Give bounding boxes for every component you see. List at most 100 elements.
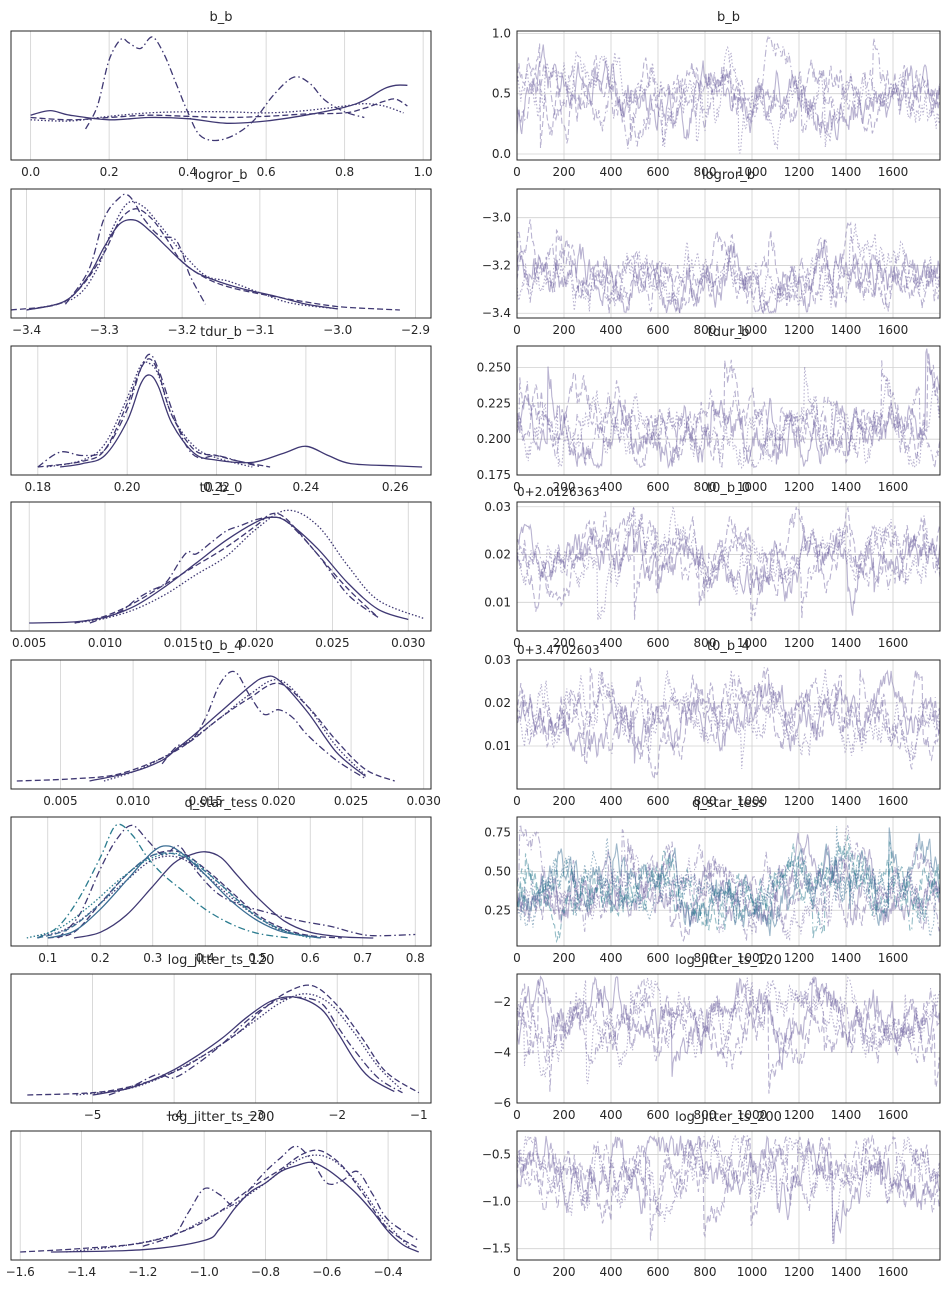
x-tick-label: 0: [513, 636, 521, 650]
trace-line-chain-4: [517, 1134, 940, 1242]
x-tick-label: −1.0: [190, 1265, 219, 1279]
trace-line-chain-3: [517, 45, 940, 154]
x-tick-label: 0.4: [178, 165, 197, 179]
axes-frame: [516, 973, 941, 1104]
x-tick-label: 1400: [831, 323, 862, 337]
x-tick-label: 0.015: [164, 636, 198, 650]
x-tick-label: 1000: [737, 794, 768, 808]
x-tick-label: 0.4: [196, 951, 215, 965]
density-line-chain-3: [16, 682, 395, 782]
x-tick-label: −2: [328, 1108, 346, 1122]
y-tick-label: 0.03: [484, 500, 511, 514]
plot-area: [29, 509, 424, 624]
x-tick-label: 600: [647, 323, 670, 337]
density-line-chain-4: [30, 103, 404, 122]
panel-title: t0_b_4: [707, 639, 750, 654]
y-tick-label: −4: [493, 1045, 511, 1059]
density-panel-3: 0.18 0.20 0.22 0.24 0.26 tdur_b: [10, 325, 432, 494]
x-tick-label: 1000: [737, 951, 768, 965]
x-tick-label: −1.6: [6, 1265, 35, 1279]
x-tick-label: 400: [600, 1265, 623, 1279]
density-line-chain-3: [74, 512, 379, 624]
x-tick-label: 0.24: [293, 480, 320, 494]
x-tick-label: −4: [165, 1108, 183, 1122]
x-tick-label: 1400: [831, 794, 862, 808]
x-tick-label: 1400: [831, 1265, 862, 1279]
x-tick-label: 1200: [784, 323, 815, 337]
y-tick-label: −3.0: [482, 211, 511, 225]
x-tick-label: 200: [553, 636, 576, 650]
x-tick-label: 400: [600, 480, 623, 494]
panel-title: b_b: [717, 10, 740, 25]
axes-frame: [516, 659, 941, 790]
x-tick-label: 600: [647, 1265, 670, 1279]
x-tick-label: 0.025: [334, 794, 368, 808]
x-tick-label: 400: [600, 165, 623, 179]
y-tick-label: 0.25: [484, 903, 511, 917]
y-tick-label: 1.0: [492, 26, 511, 40]
y-tick-label: −1.5: [482, 1242, 511, 1256]
x-tick-label: 800: [694, 323, 717, 337]
x-tick-label: 600: [647, 480, 670, 494]
x-tick-label: 400: [600, 951, 623, 965]
x-tick-label: −3.0: [323, 323, 352, 337]
x-tick-label: 0.010: [88, 636, 122, 650]
y-tick-label: 0.02: [484, 548, 511, 562]
x-tick-label: −5: [84, 1108, 102, 1122]
x-tick-label: 0.005: [43, 794, 77, 808]
x-tick-label: 1600: [878, 951, 909, 965]
x-tick-label: 0.025: [315, 636, 349, 650]
trace-line-chain-4: [517, 511, 940, 622]
x-tick-label: −3.4: [12, 323, 41, 337]
panel-title: t0_b_0: [707, 481, 750, 496]
trace-line-chain-2: [517, 667, 940, 780]
x-tick-label: 1200: [784, 480, 815, 494]
x-tick-label: 1400: [831, 1108, 862, 1122]
x-tick-label: 0.015: [189, 794, 223, 808]
plot-area: [30, 36, 408, 142]
x-tick-label: 600: [647, 951, 670, 965]
plot-area: [517, 505, 940, 622]
panel-title: b_b: [209, 10, 232, 25]
x-tick-label: 1200: [784, 794, 815, 808]
x-tick-label: 800: [694, 636, 717, 650]
density-panel-6: 0.1 0.2 0.3 0.4 0.5 0.6 0.7 0.8 q_star_tess: [10, 796, 432, 965]
density-line-chain-2: [37, 353, 262, 468]
plot-area: [517, 219, 940, 315]
axes-frame: [10, 816, 432, 947]
y-tick-label: 0.200: [477, 432, 511, 446]
x-tick-label: 0: [513, 1108, 521, 1122]
density-line-chain-3: [20, 1149, 420, 1253]
plot-area: [517, 1134, 940, 1244]
y-tick-label: −3.4: [482, 306, 511, 320]
x-tick-label: −1.4: [67, 1265, 96, 1279]
y-tick-label: −2: [493, 995, 511, 1009]
x-tick-label: 0: [513, 480, 521, 494]
x-tick-label: 1600: [878, 1108, 909, 1122]
density-line-chain-3: [47, 850, 342, 939]
trace-panel-2: 0 200 400 600 800 1000 1200 1400 1600 −3.4 −3.2 −3.…: [482, 168, 941, 337]
y-tick-label: 0.03: [484, 653, 511, 667]
x-tick-label: −3.3: [90, 323, 119, 337]
axes-frame: [516, 1130, 941, 1261]
x-tick-label: 1400: [831, 951, 862, 965]
x-tick-label: 1600: [878, 323, 909, 337]
x-tick-label: −3.1: [245, 323, 274, 337]
y-tick-label: −1.0: [482, 1195, 511, 1209]
x-tick-label: 800: [694, 794, 717, 808]
x-tick-label: 0.8: [406, 951, 425, 965]
x-tick-label: 800: [694, 951, 717, 965]
y-tick-label: 0.50: [484, 864, 511, 878]
x-tick-label: 1200: [784, 165, 815, 179]
x-tick-label: 600: [647, 636, 670, 650]
x-tick-label: 1.0: [414, 165, 433, 179]
trace-line-chain-3: [517, 976, 940, 1085]
trace-line-chain-3: [517, 668, 940, 769]
density-line-chain-7: [37, 852, 321, 939]
x-tick-label: 0.2: [91, 951, 110, 965]
y-tick-label: 0.225: [477, 396, 511, 410]
y-tick-label: 0.250: [477, 361, 511, 375]
trace-line-chain-2: [517, 978, 940, 1094]
panel-title: logror_b: [702, 168, 755, 183]
